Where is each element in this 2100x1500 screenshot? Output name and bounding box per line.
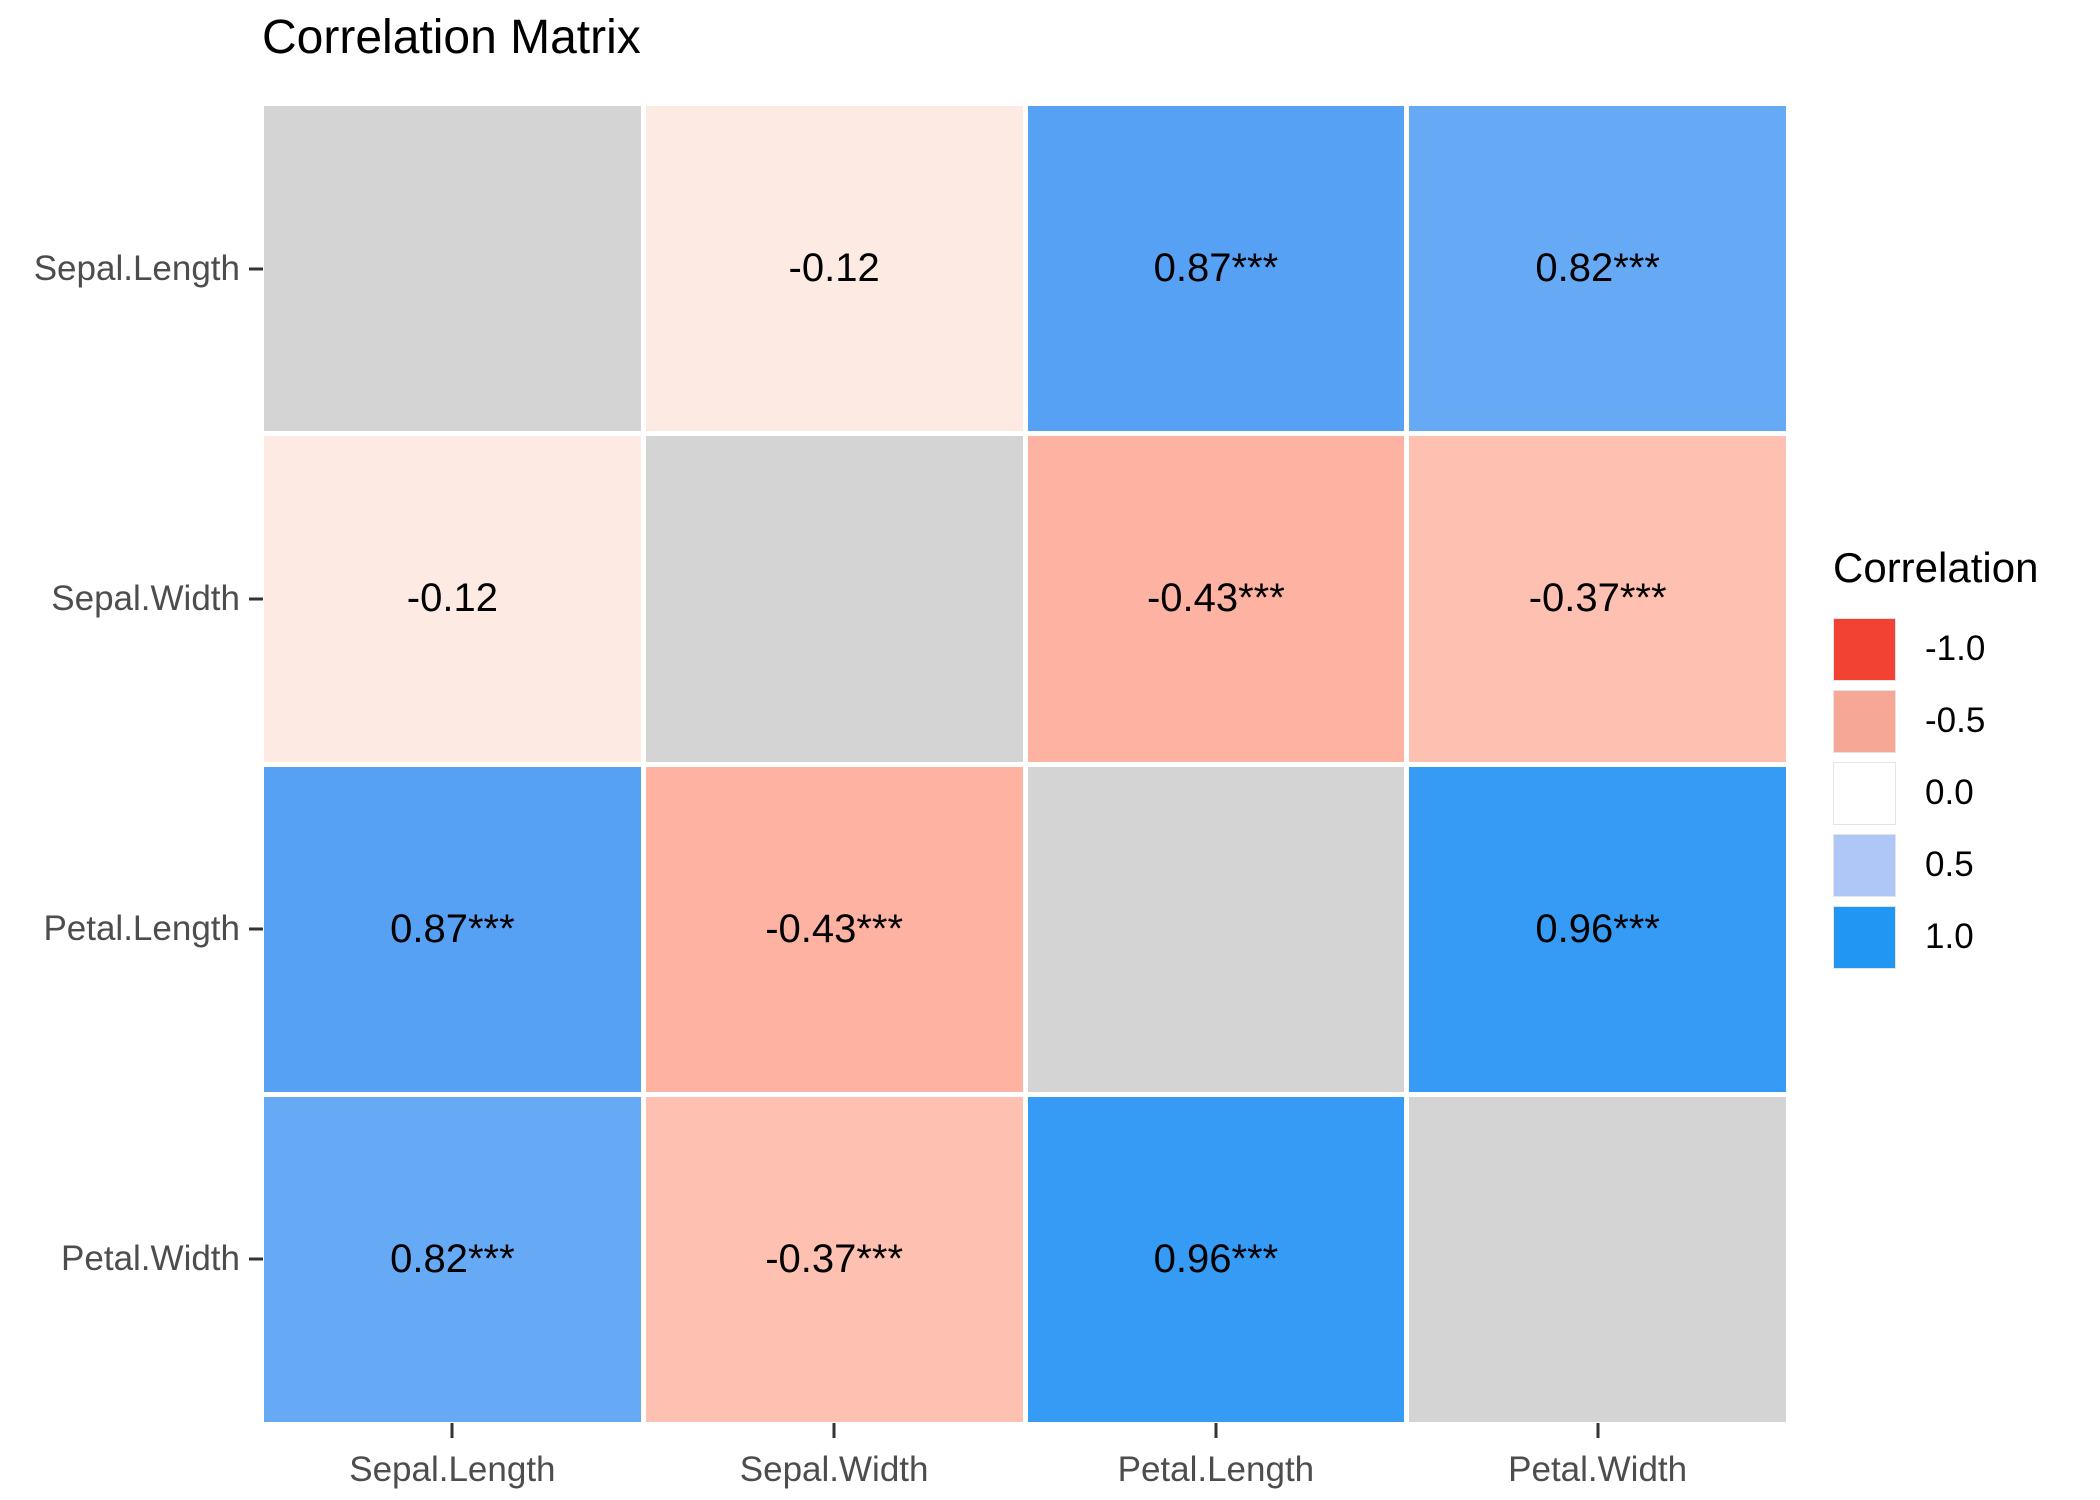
x-axis-tick — [1214, 1423, 1218, 1438]
matrix-cell-diagonal — [1027, 766, 1405, 1092]
matrix-cell: 0.96*** — [1027, 1096, 1405, 1422]
y-axis-tick — [249, 1257, 263, 1261]
cell-value: -0.12 — [406, 576, 498, 621]
x-axis-label: Sepal.Width — [739, 1450, 929, 1489]
y-axis-tick — [249, 597, 263, 601]
legend-key-label: 1.0 — [1925, 917, 1974, 956]
y-axis-tick — [249, 927, 263, 931]
cell-value: 0.82*** — [1535, 246, 1660, 291]
cell-value: -0.12 — [788, 246, 880, 291]
y-axis-label: Sepal.Width — [51, 578, 240, 618]
matrix-cell: 0.87*** — [1027, 106, 1405, 432]
cell-value: 0.96*** — [1535, 906, 1660, 951]
matrix-cell: -0.37*** — [645, 1096, 1023, 1422]
legend-key-swatch — [1833, 762, 1896, 825]
matrix-cell: 0.87*** — [264, 766, 641, 1092]
y-axis-label: Petal.Length — [43, 909, 240, 949]
x-axis-tick — [1596, 1423, 1600, 1438]
x-axis-label: Petal.Length — [1117, 1450, 1315, 1489]
chart-title: Correlation Matrix — [262, 11, 641, 64]
matrix-cell-diagonal — [1409, 1096, 1786, 1422]
cell-value: 0.96*** — [1153, 1236, 1279, 1281]
x-axis-tick — [832, 1423, 836, 1438]
cell-value: -0.37*** — [1528, 576, 1667, 621]
legend-key-swatch — [1833, 618, 1896, 681]
matrix-cell: 0.96*** — [1409, 766, 1786, 1092]
legend-key-swatch — [1833, 690, 1896, 753]
cell-value: -0.43*** — [1146, 576, 1285, 621]
x-axis-label: Petal.Width — [1508, 1450, 1688, 1489]
cell-value: 0.87*** — [1153, 246, 1279, 291]
legend-title: Correlation — [1833, 544, 2039, 591]
legend-key-swatch — [1833, 906, 1896, 969]
cell-value: 0.82*** — [390, 1236, 515, 1281]
x-axis-tick — [450, 1423, 454, 1438]
matrix-cell-diagonal — [264, 106, 641, 432]
matrix-cell: 0.82*** — [1409, 106, 1786, 432]
heatmap-panel: -0.12 0.87*** 0.82*** -0.12 -0.43*** -0.37***… — [264, 106, 1786, 1422]
matrix-cell: -0.37*** — [1409, 436, 1786, 762]
legend-key-label: -1.0 — [1925, 629, 1986, 668]
legend-key-label: -0.5 — [1925, 701, 1986, 740]
matrix-cell: -0.43*** — [1027, 436, 1405, 762]
matrix-cell: -0.12 — [264, 436, 641, 762]
cell-value: 0.87*** — [390, 906, 515, 951]
legend-key-label: 0.0 — [1925, 773, 1974, 812]
matrix-cell-diagonal — [645, 436, 1023, 762]
y-axis-label: Petal.Width — [61, 1239, 240, 1279]
matrix-cell: -0.12 — [645, 106, 1023, 432]
legend-key-swatch — [1833, 834, 1896, 897]
y-axis-tick — [249, 267, 263, 271]
matrix-cell: -0.43*** — [645, 766, 1023, 1092]
cell-value: -0.43*** — [765, 906, 904, 951]
cell-value: -0.37*** — [765, 1236, 904, 1281]
x-axis-label: Sepal.Length — [349, 1450, 556, 1489]
matrix-cell: 0.82*** — [264, 1096, 641, 1422]
y-axis-label: Sepal.Length — [33, 248, 240, 288]
legend-key-label: 0.5 — [1925, 845, 1974, 884]
